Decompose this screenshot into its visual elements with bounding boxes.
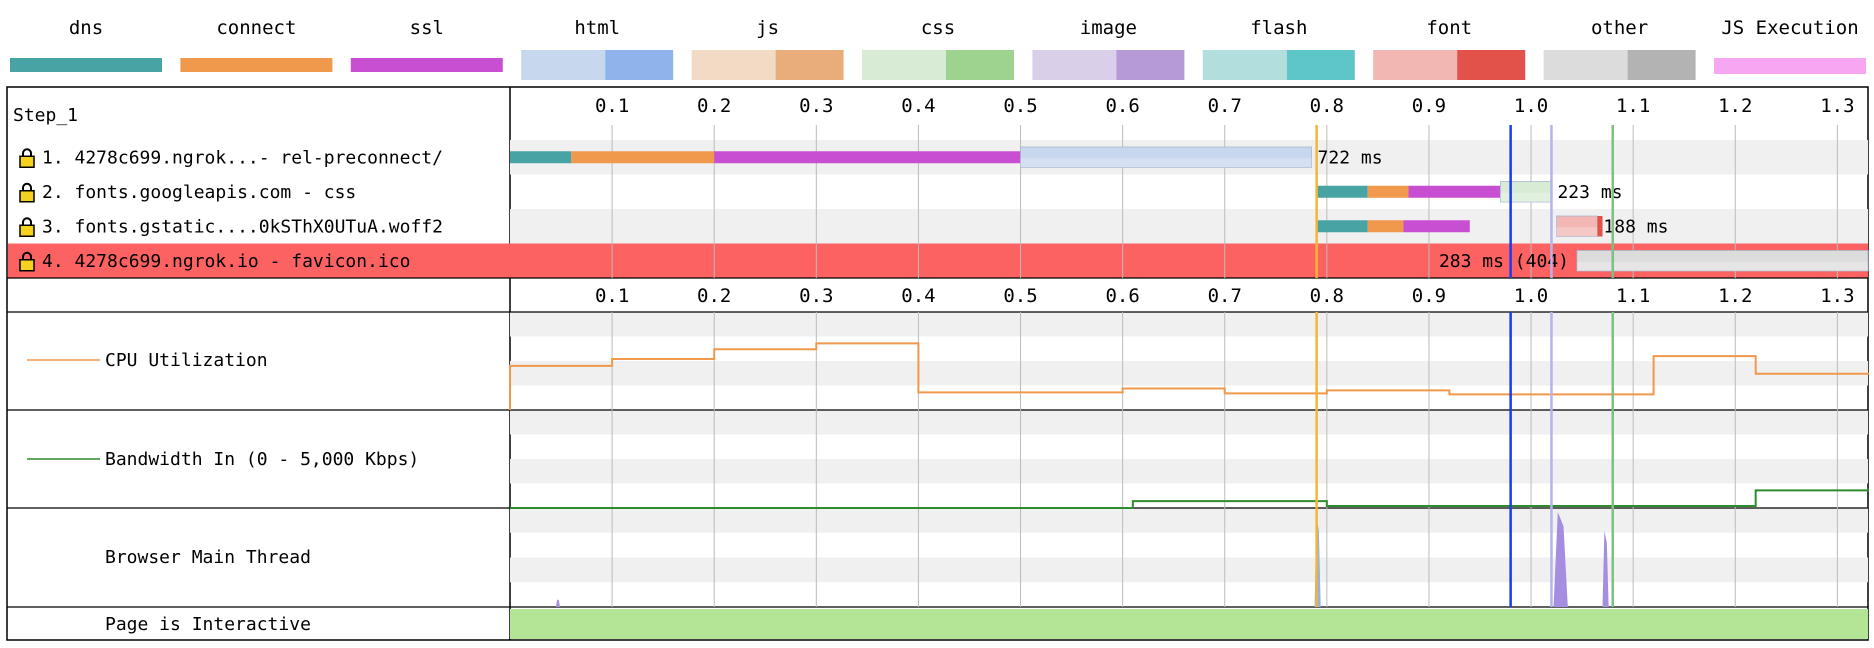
dns-bar xyxy=(1316,185,1368,198)
legend-label: dns xyxy=(69,17,103,39)
legend-swatch-light xyxy=(1032,50,1117,80)
dns-bar xyxy=(1316,220,1368,233)
legend-swatch-light xyxy=(1373,50,1458,80)
tick-label-top: 0.3 xyxy=(799,95,833,117)
wait-bar xyxy=(1576,250,1869,272)
tick-label-top: 1.3 xyxy=(1820,95,1854,117)
tick-label-top: 0.6 xyxy=(1105,95,1139,117)
tick-label-middle: 0.8 xyxy=(1310,285,1344,307)
tick-label-top: 1.2 xyxy=(1718,95,1752,117)
cpu-label: CPU Utilization xyxy=(105,350,268,371)
tick-label-middle: 0.4 xyxy=(901,285,935,307)
tick-label-middle: 1.0 xyxy=(1514,285,1548,307)
request-time-label: 283 ms (404) xyxy=(1439,251,1569,272)
main-thread-label: Browser Main Thread xyxy=(105,547,311,568)
legend-swatch-light xyxy=(862,50,946,80)
lock-icon xyxy=(19,217,35,237)
legend-label: other xyxy=(1591,17,1648,39)
tick-label-middle: 0.5 xyxy=(1003,285,1037,307)
legend-swatch-light xyxy=(691,50,776,80)
tick-label-top: 0.5 xyxy=(1003,95,1037,117)
interactive-label: Page is Interactive xyxy=(105,614,311,635)
lock-icon xyxy=(19,251,35,272)
request-label: 4. 4278c699.ngrok.io - favicon.ico xyxy=(42,251,410,272)
connect-bar xyxy=(1367,185,1409,198)
bandwidth-line xyxy=(510,488,1869,509)
legend-swatch-dark xyxy=(1286,50,1355,80)
cpu-band xyxy=(510,361,1868,386)
legend-swatch-dark xyxy=(946,50,1014,80)
legend-label: css xyxy=(921,17,955,39)
dns-bar xyxy=(510,151,572,164)
connect-bar xyxy=(571,151,715,164)
lock-icon xyxy=(19,182,35,203)
legend-swatch xyxy=(180,58,333,72)
bandwidth-band xyxy=(510,410,1868,435)
connect-bar xyxy=(1367,220,1404,233)
legend-swatch-dark xyxy=(605,50,674,80)
legend-label: font xyxy=(1426,17,1472,39)
main-thread-spike xyxy=(1553,512,1568,607)
tick-label-top: 1.0 xyxy=(1514,95,1548,117)
main-thread-spike xyxy=(555,599,561,607)
download-bar xyxy=(1597,216,1603,237)
legend-label: html xyxy=(574,17,620,39)
error-row-bg xyxy=(8,243,1868,278)
tick-label-top: 0.4 xyxy=(901,95,935,117)
legend-swatch-light xyxy=(1202,50,1287,80)
request-time-label: 722 ms xyxy=(1318,147,1383,168)
tick-label-middle: 0.3 xyxy=(799,285,833,307)
ssl-bar xyxy=(714,151,1021,164)
legend-swatch-dark xyxy=(1457,50,1526,80)
main-thread-band xyxy=(510,557,1868,583)
legend-swatch xyxy=(1714,58,1866,74)
legend-label: js xyxy=(756,17,779,39)
tick-label-middle: 0.7 xyxy=(1208,285,1242,307)
tick-label-middle: 1.2 xyxy=(1718,285,1752,307)
tick-label-top: 0.1 xyxy=(595,95,629,117)
cpu-utilization-line xyxy=(509,342,1869,410)
tick-label-middle: 1.3 xyxy=(1820,285,1854,307)
bandwidth-band xyxy=(510,459,1868,484)
cpu-band xyxy=(510,312,1868,337)
request-label: 2. fonts.googleapis.com - css xyxy=(42,182,356,203)
ssl-bar xyxy=(1403,220,1470,233)
main-thread-spike xyxy=(1602,531,1609,607)
tick-label-top: 0.8 xyxy=(1310,95,1344,117)
tick-label-middle: 1.1 xyxy=(1616,285,1650,307)
request-time-label: 188 ms xyxy=(1603,216,1668,237)
legend-swatch xyxy=(350,58,503,72)
legend-label: JS Execution xyxy=(1721,17,1858,39)
request-label: 1. 4278c699.ngrok...- rel-preconnect/ xyxy=(42,147,443,168)
bandwidth-label: Bandwidth In (0 - 5,000 Kbps) xyxy=(105,449,419,470)
tick-label-middle: 0.9 xyxy=(1412,285,1446,307)
step-label: Step_1 xyxy=(13,105,78,126)
row-band xyxy=(510,209,1868,244)
request-time-label: 223 ms xyxy=(1557,182,1622,203)
request-label: 3. fonts.gstatic....0kSThX0UTuA.woff2 xyxy=(42,216,443,237)
legend-label: flash xyxy=(1250,17,1307,39)
legend-swatch-dark xyxy=(775,50,844,80)
tick-label-top: 0.2 xyxy=(697,95,731,117)
legend-swatch-dark xyxy=(1627,50,1696,80)
tick-label-middle: 0.6 xyxy=(1105,285,1139,307)
wait-bar xyxy=(1020,146,1312,168)
tick-label-top: 0.9 xyxy=(1412,95,1446,117)
legend-label: ssl xyxy=(410,17,444,39)
tick-label-top: 0.7 xyxy=(1208,95,1242,117)
lock-icon xyxy=(19,148,35,168)
main-thread-band xyxy=(510,508,1868,533)
legend-label: image xyxy=(1080,17,1137,39)
legend-swatch xyxy=(10,58,162,72)
ssl-bar xyxy=(1408,185,1501,198)
legend-swatch-light xyxy=(1543,50,1628,80)
legend-swatch-light xyxy=(521,50,606,80)
tick-label-top: 1.1 xyxy=(1616,95,1650,117)
tick-label-middle: 0.1 xyxy=(595,285,629,307)
legend-label: connect xyxy=(216,17,296,39)
legend-swatch-dark xyxy=(1116,50,1185,80)
tick-label-middle: 0.2 xyxy=(697,285,731,307)
interactive-bar xyxy=(510,609,1868,639)
